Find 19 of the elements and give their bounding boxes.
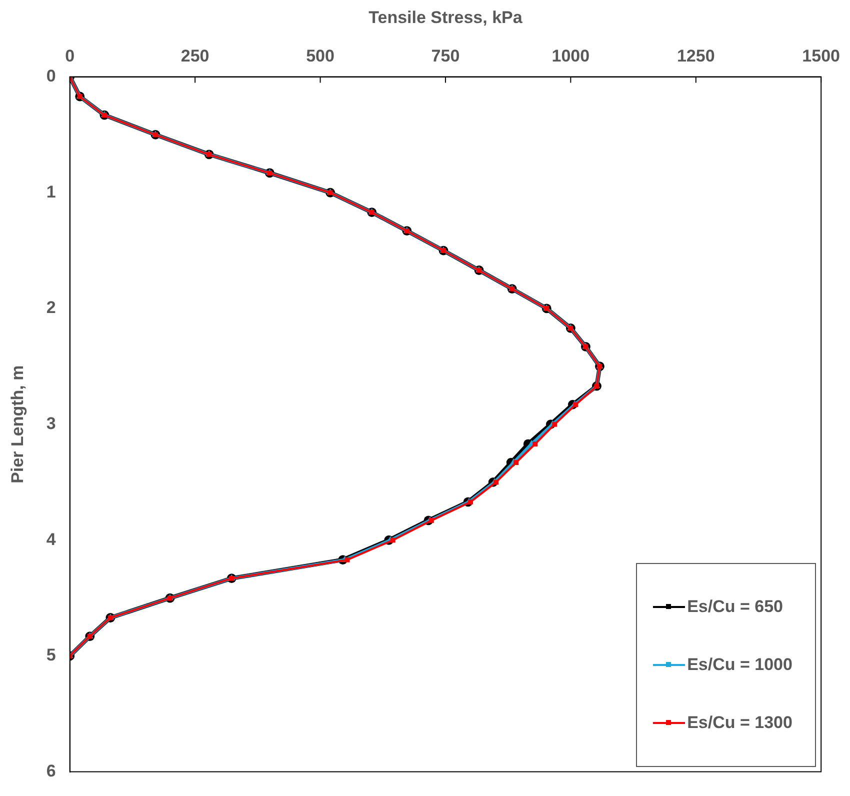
x-tick-label: 750 <box>431 46 460 66</box>
x-axis-title: Tensile Stress, kPa <box>368 8 523 27</box>
y-tick-label: 0 <box>46 66 56 86</box>
legend-label: Es/Cu = 1300 <box>687 712 792 733</box>
x-tick-label: 250 <box>180 46 210 66</box>
y-tick-label: 3 <box>46 414 56 433</box>
legend-label: Es/Cu = 1000 <box>687 654 792 675</box>
x-tick-label: 1000 <box>552 46 590 66</box>
y-tick-label: 5 <box>46 646 56 665</box>
x-tick-label: 0 <box>65 46 75 66</box>
y-tick-label: 1 <box>46 182 56 202</box>
x-tick-label: 1500 <box>802 46 840 66</box>
legend-label: Es/Cu = 650 <box>687 596 783 617</box>
y-axis-title: Pier Length, m <box>8 365 27 484</box>
x-tick-label: 500 <box>306 46 334 66</box>
y-tick-label: 6 <box>46 761 56 780</box>
y-tick-label: 4 <box>46 530 56 549</box>
x-tick-label: 1250 <box>676 46 715 66</box>
y-tick-label: 2 <box>46 298 56 318</box>
